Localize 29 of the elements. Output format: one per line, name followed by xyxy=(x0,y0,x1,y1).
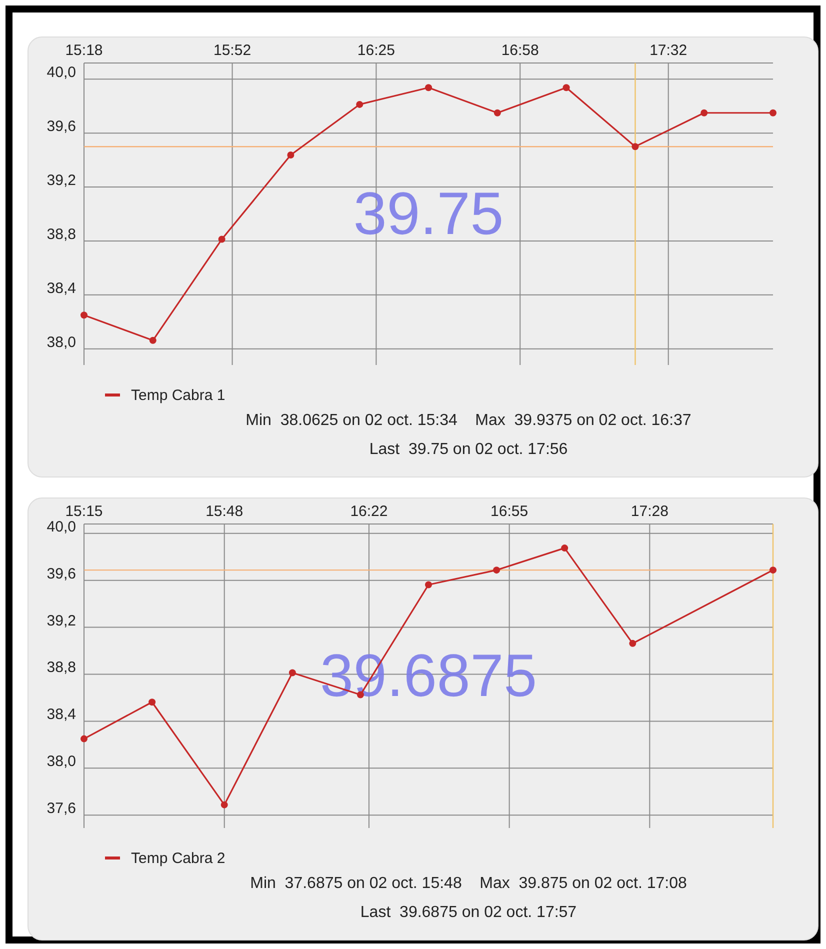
legend-label: Temp Cabra 2 xyxy=(131,850,226,867)
y-tick-label: 39,2 xyxy=(46,172,76,190)
legend-label: Temp Cabra 1 xyxy=(131,387,226,404)
x-tick-label: 15:52 xyxy=(214,42,252,59)
x-tick-label: 15:48 xyxy=(206,503,244,520)
text: Min 38.0625 on 02 oct. 15:34 Max 39.9375 on 02 oct. 16:37 xyxy=(246,412,692,429)
y-tick-label: 40,0 xyxy=(46,518,76,536)
y-tick-label: 38,0 xyxy=(46,753,76,770)
y-tick-label: 38,4 xyxy=(46,280,76,297)
x-tick-label: 15:15 xyxy=(65,503,103,520)
y-tick-label: 38,4 xyxy=(46,706,76,724)
x-tick-label: 17:32 xyxy=(650,42,688,59)
text: Min 37.6875 on 02 oct. 15:48 Max 39.875 on 02 oct. 17:08 xyxy=(250,875,687,892)
y-tick-label: 40,0 xyxy=(46,64,76,82)
text: Last 39.75 on 02 oct. 17:56 xyxy=(369,441,568,458)
y-tick-label: 38,8 xyxy=(46,659,76,676)
x-tick-label: 17:28 xyxy=(630,503,668,520)
x-tick-label: 16:22 xyxy=(350,503,388,520)
y-tick-label: 39,2 xyxy=(46,612,76,630)
y-tick-label: 39,6 xyxy=(46,118,76,136)
x-tick-label: 16:55 xyxy=(490,503,528,520)
x-tick-label: 16:58 xyxy=(501,42,539,59)
y-tick-label: 37,6 xyxy=(46,800,76,818)
x-tick-label: 15:18 xyxy=(65,42,103,59)
y-tick-label: 38,8 xyxy=(46,226,76,243)
text: Last 39.6875 on 02 oct. 17:57 xyxy=(360,904,577,921)
y-tick-label: 39,6 xyxy=(46,565,76,582)
x-tick-label: 16:25 xyxy=(357,42,395,59)
y-tick-label: 38,0 xyxy=(46,334,76,351)
